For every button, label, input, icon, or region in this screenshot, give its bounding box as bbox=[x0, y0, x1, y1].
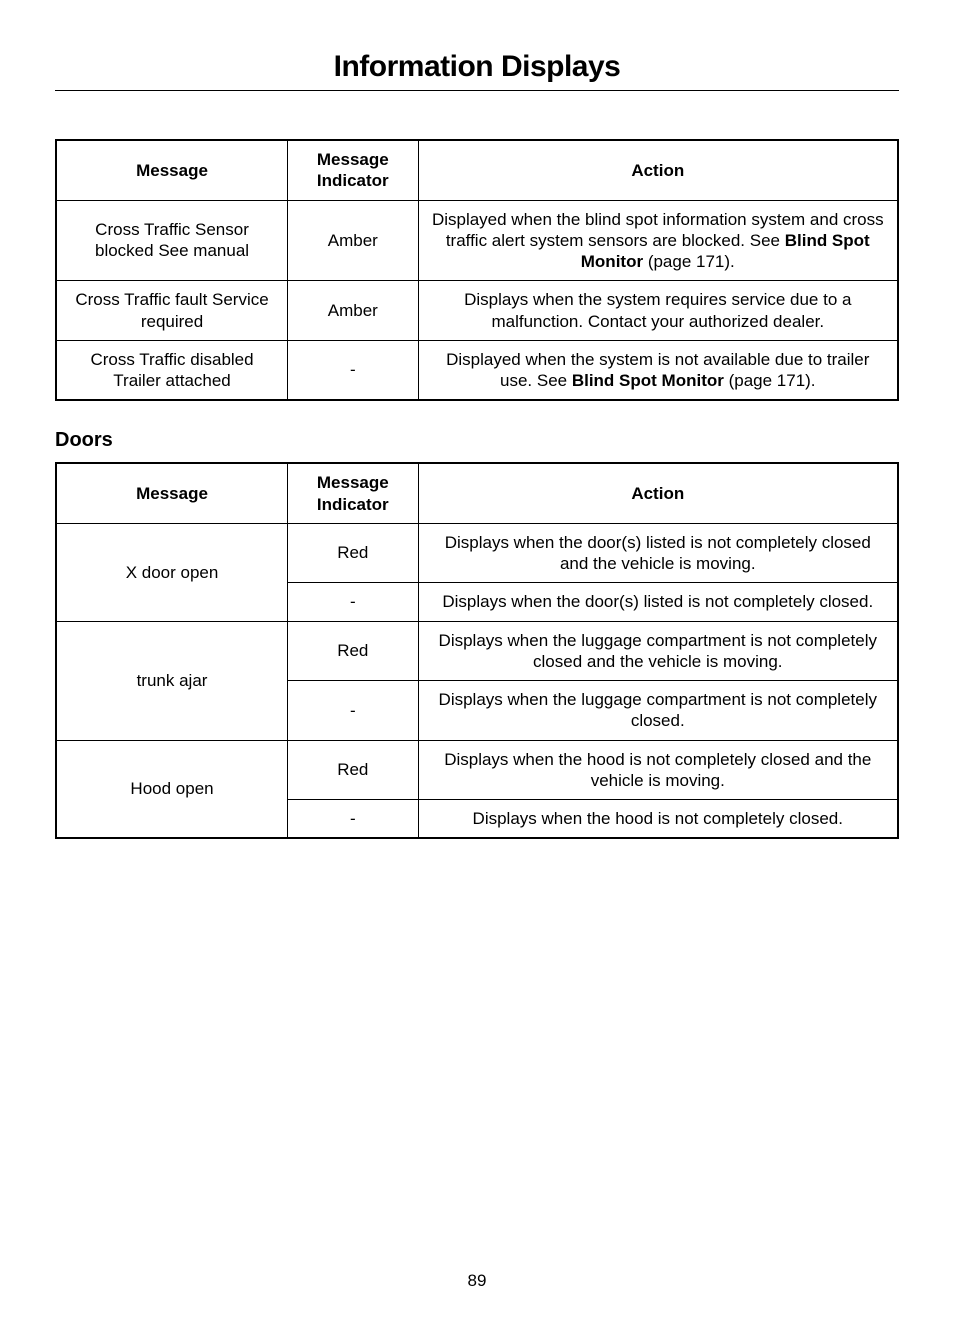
cell-message: Cross Traffic Sensor blocked See manual bbox=[56, 200, 288, 281]
cell-indicator: - bbox=[288, 681, 419, 741]
cell-action: Displays when the luggage compartment is… bbox=[418, 681, 898, 741]
page-number: 89 bbox=[0, 1271, 954, 1291]
cell-indicator: Red bbox=[288, 523, 419, 583]
cell-action: Displayed when the blind spot informatio… bbox=[418, 200, 898, 281]
header-action: Action bbox=[418, 463, 898, 523]
header-message: Message bbox=[56, 463, 288, 523]
header-indicator: Message Indicator bbox=[288, 140, 419, 200]
table-row: X door open Red Displays when the door(s… bbox=[56, 523, 898, 583]
cross-traffic-table: Message Message Indicator Action Cross T… bbox=[55, 139, 899, 401]
cell-action: Displayed when the system is not availab… bbox=[418, 340, 898, 400]
page-title: Information Displays bbox=[55, 50, 899, 84]
header-indicator: Message Indicator bbox=[288, 463, 419, 523]
cell-indicator: Red bbox=[288, 621, 419, 681]
bold-ref: Blind Spot Monitor bbox=[572, 371, 724, 390]
header-action: Action bbox=[418, 140, 898, 200]
table-row: Cross Traffic disabled Trailer attached … bbox=[56, 340, 898, 400]
cell-action: Displays when the hood is not completely… bbox=[418, 800, 898, 839]
doors-table: Message Message Indicator Action X door … bbox=[55, 462, 899, 839]
table-header-row: Message Message Indicator Action bbox=[56, 140, 898, 200]
table-header-row: Message Message Indicator Action bbox=[56, 463, 898, 523]
table-row: Cross Traffic fault Service required Amb… bbox=[56, 281, 898, 341]
table-row: Cross Traffic Sensor blocked See manual … bbox=[56, 200, 898, 281]
cell-message: trunk ajar bbox=[56, 621, 288, 740]
table-row: trunk ajar Red Displays when the luggage… bbox=[56, 621, 898, 681]
header-message: Message bbox=[56, 140, 288, 200]
cell-action: Displays when the system requires servic… bbox=[418, 281, 898, 341]
cell-message: Cross Traffic fault Service required bbox=[56, 281, 288, 341]
cell-message: X door open bbox=[56, 523, 288, 621]
cell-indicator: - bbox=[288, 800, 419, 839]
title-rule bbox=[55, 90, 899, 91]
cell-action: Displays when the hood is not completely… bbox=[418, 740, 898, 800]
doors-heading: Doors bbox=[55, 429, 899, 452]
cell-indicator: Amber bbox=[288, 281, 419, 341]
cell-action: Displays when the door(s) listed is not … bbox=[418, 523, 898, 583]
cell-indicator: Red bbox=[288, 740, 419, 800]
cell-indicator: Amber bbox=[288, 200, 419, 281]
table-row: Hood open Red Displays when the hood is … bbox=[56, 740, 898, 800]
cell-action: Displays when the luggage compartment is… bbox=[418, 621, 898, 681]
page-container: Information Displays Message Message Ind… bbox=[0, 0, 954, 1329]
cell-indicator: - bbox=[288, 340, 419, 400]
action-text-post: (page 171). bbox=[724, 371, 816, 390]
cell-message: Hood open bbox=[56, 740, 288, 838]
cell-action: Displays when the door(s) listed is not … bbox=[418, 583, 898, 621]
cell-message: Cross Traffic disabled Trailer attached bbox=[56, 340, 288, 400]
cell-indicator: - bbox=[288, 583, 419, 621]
action-text-post: (page 171). bbox=[643, 252, 735, 271]
